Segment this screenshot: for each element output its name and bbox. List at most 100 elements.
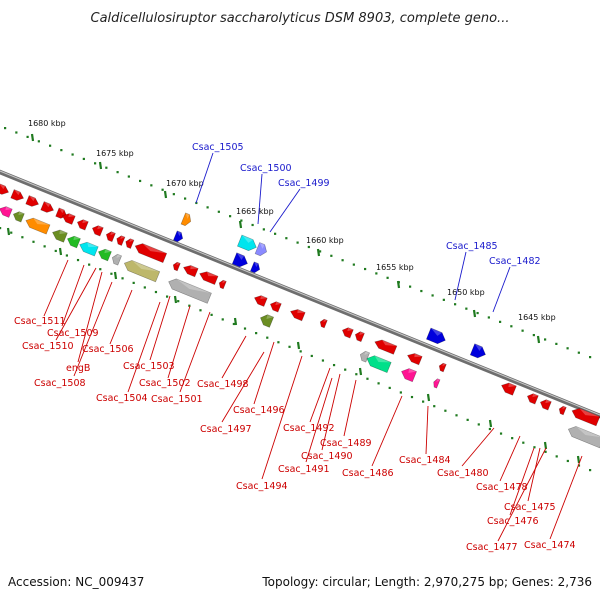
tick-mark — [576, 455, 581, 464]
scale-dot-upper — [150, 184, 153, 187]
scale-dot-lower — [132, 281, 135, 284]
gene-label: Csac_1478 — [476, 482, 528, 493]
scale-dot-lower — [477, 423, 480, 426]
scale-dot-upper — [431, 294, 434, 297]
scale-dot-upper — [375, 272, 378, 275]
map-title: Caldicellulosiruptor saccharolyticus DSM… — [91, 11, 510, 26]
scale-tick-label: 1670 kbp — [166, 179, 204, 188]
leader-line — [179, 311, 211, 393]
gene-reverse — [558, 405, 567, 416]
gene-label: Csac_1498 — [197, 379, 249, 390]
tick-mark — [316, 248, 321, 257]
scale-dots — [0, 127, 592, 472]
gene-reverse — [438, 362, 447, 373]
tick-mark — [30, 133, 35, 142]
gene-reverse — [260, 314, 275, 328]
gene-reverse — [134, 243, 168, 264]
gene-reverse — [290, 309, 306, 322]
scale-dot-lower — [399, 391, 402, 394]
scale-dot-lower — [499, 432, 503, 435]
gene-label: Csac_1486 — [342, 468, 394, 479]
scale-dot-upper — [4, 127, 7, 130]
leader-line — [55, 267, 97, 341]
scale-dot-upper — [510, 325, 513, 328]
gene-label: Csac_1508 — [34, 378, 86, 389]
scale-dot-upper — [487, 316, 490, 319]
scale-dot-lower — [566, 459, 569, 463]
leader-line — [149, 295, 171, 361]
tick-mark — [163, 190, 168, 199]
leader-line — [257, 173, 263, 225]
scale-dot-lower — [32, 240, 35, 243]
scale-dot-upper — [37, 140, 40, 143]
leader-line — [269, 188, 301, 233]
scale-dot-upper — [577, 351, 580, 354]
scale-dot-upper — [555, 342, 558, 345]
scale-dot-lower — [255, 332, 258, 335]
scale-dot-upper — [49, 144, 52, 147]
gene-label: Csac_1477 — [466, 542, 518, 553]
scale-dot-lower — [154, 290, 158, 294]
tick-mark — [426, 393, 431, 402]
scale-dot-upper — [521, 329, 524, 332]
scale-dot-upper — [352, 263, 355, 266]
gene-reverse — [168, 278, 212, 304]
scale-dot-lower — [332, 363, 336, 367]
gene-label: Csac_1490 — [301, 451, 353, 462]
gene-forward — [426, 327, 446, 345]
leader-line — [497, 447, 547, 542]
scale-dot-lower — [243, 327, 247, 330]
scale-dot-lower — [533, 446, 536, 449]
scale-dot-lower — [410, 395, 414, 399]
gene-reverse — [433, 378, 441, 389]
scale-dot-lower — [266, 336, 269, 339]
gene-label: Csac_1484 — [399, 455, 451, 466]
leader-line — [195, 152, 214, 204]
tick-mark — [396, 280, 401, 289]
gene-reverse — [183, 265, 199, 278]
gene-forward — [254, 242, 267, 257]
scale-dot-upper — [296, 241, 299, 244]
gene-label: Csac_1476 — [487, 516, 539, 527]
scale-dot-upper — [409, 285, 412, 288]
gene-reverse — [407, 353, 423, 366]
scale-dot-lower — [143, 286, 146, 289]
gene-label: Csac_1491 — [278, 464, 330, 475]
gene-forward — [469, 343, 486, 359]
tick-mark — [173, 295, 178, 304]
scale-dot-upper — [26, 135, 29, 139]
gene-reverse — [254, 295, 268, 307]
tick-mark — [488, 419, 493, 428]
scale-dot-lower — [199, 309, 202, 312]
scale-dot-upper — [15, 131, 18, 134]
gene-label: Csac_1492 — [283, 423, 335, 434]
leader-line — [499, 435, 521, 482]
scale-dot-lower — [589, 469, 592, 472]
gene-reverse — [341, 327, 354, 339]
gene-reverse — [354, 331, 365, 343]
scale-dot-upper — [206, 206, 209, 209]
gene-reverse — [116, 235, 126, 246]
gene-label: Csac_1480 — [437, 468, 489, 479]
scale-dot-upper — [364, 267, 367, 271]
leader-line — [43, 259, 69, 317]
leader-line — [61, 264, 85, 327]
gene-forward — [180, 212, 192, 227]
gene-reverse — [105, 231, 116, 243]
scale-dot-upper — [217, 210, 220, 213]
scale-dot-upper — [589, 356, 592, 359]
gene-label: Csac_1489 — [320, 438, 372, 449]
scale-dot-lower — [221, 318, 224, 321]
scale-dot-lower — [355, 373, 358, 376]
gene-reverse — [199, 271, 219, 285]
tick-mark — [472, 309, 477, 318]
scale-tick-label: 1645 kbp — [518, 313, 556, 322]
scale-dot-lower — [466, 418, 469, 421]
gene-forward — [10, 189, 24, 201]
gene-features — [0, 183, 600, 449]
gene-reverse — [501, 382, 517, 396]
gene-forward — [25, 195, 39, 207]
scale-dot-lower — [110, 272, 113, 275]
gene-reverse — [319, 318, 328, 329]
